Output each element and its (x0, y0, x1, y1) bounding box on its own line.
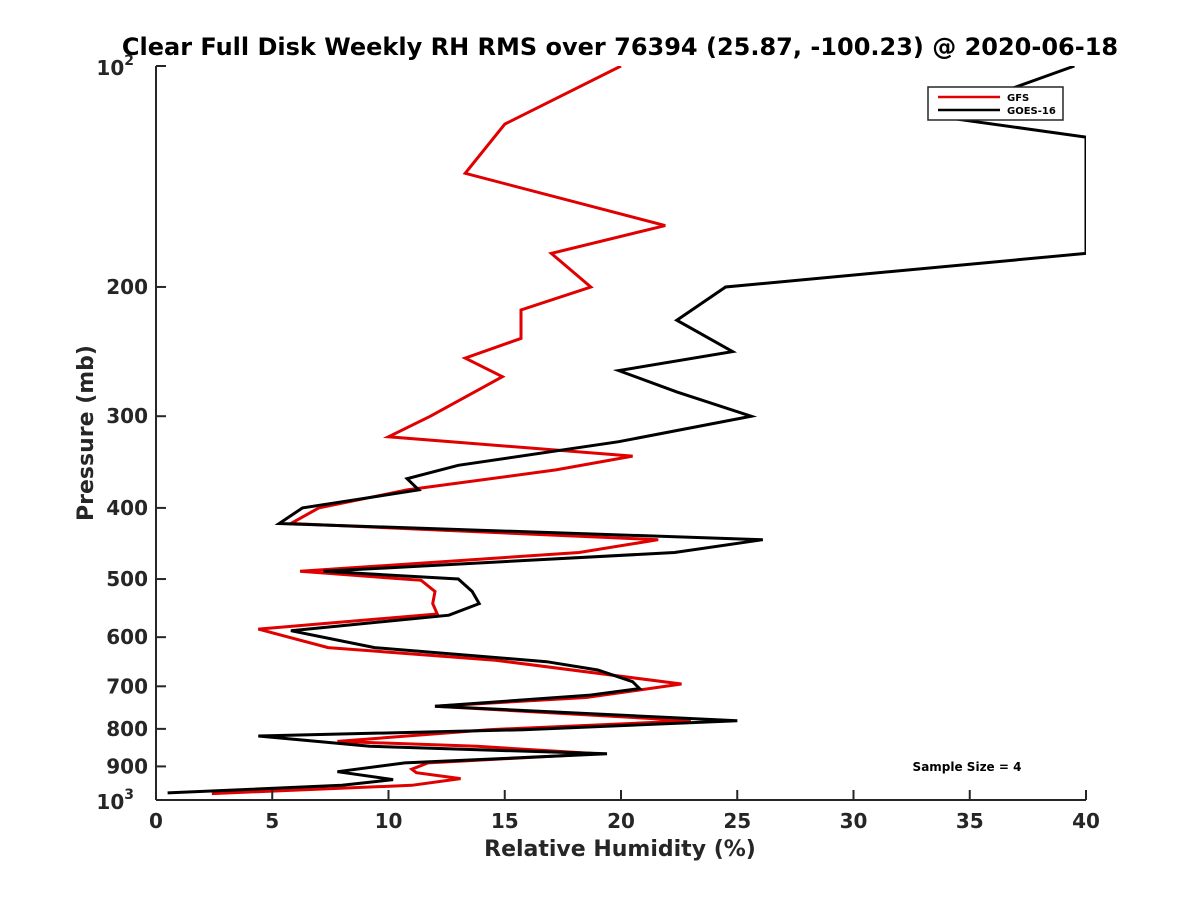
series-line-goes-16 (167, 66, 1086, 795)
x-tick-label: 5 (265, 809, 279, 833)
y-tick-label: 600 (106, 625, 148, 649)
y-tick-label: 300 (106, 404, 148, 428)
legend: GFS GOES-16 (927, 86, 1064, 121)
plot-area (167, 66, 1086, 796)
y-tick-label: 900 (106, 754, 148, 778)
legend-box (927, 86, 1064, 121)
y-tick-label: 700 (106, 674, 148, 698)
x-tick-label: 20 (607, 809, 635, 833)
legend-label: GOES-16 (1007, 106, 1056, 117)
x-tick-label: 30 (840, 809, 868, 833)
y-axis: 102 200 300 400 500 600 700 800 900 103 (96, 53, 166, 814)
y-tick-label: 500 (106, 567, 148, 591)
y-tick-label: 800 (106, 717, 148, 741)
x-tick-label: 25 (723, 809, 751, 833)
x-tick-label: 0 (149, 809, 163, 833)
y-tick-label: 103 (96, 787, 134, 814)
x-tick-label: 40 (1072, 809, 1100, 833)
y-tick-label: 200 (106, 275, 148, 299)
y-tick-label: 400 (106, 496, 148, 520)
x-axis-label: Relative Humidity (%) (484, 837, 756, 862)
chart-title: Clear Full Disk Weekly RH RMS over 76394… (122, 33, 1118, 61)
x-tick-label: 15 (491, 809, 519, 833)
y-tick-label: 102 (96, 53, 134, 80)
x-tick-label: 10 (375, 809, 403, 833)
x-tick-label: 35 (956, 809, 984, 833)
legend-label: GFS (1007, 93, 1029, 104)
x-axis: 0 5 10 15 20 25 30 35 40 (149, 790, 1100, 833)
sample-size-annotation: Sample Size = 4 (913, 760, 1022, 774)
y-axis-label: Pressure (mb) (74, 345, 99, 521)
series-line-gfs (211, 66, 691, 796)
